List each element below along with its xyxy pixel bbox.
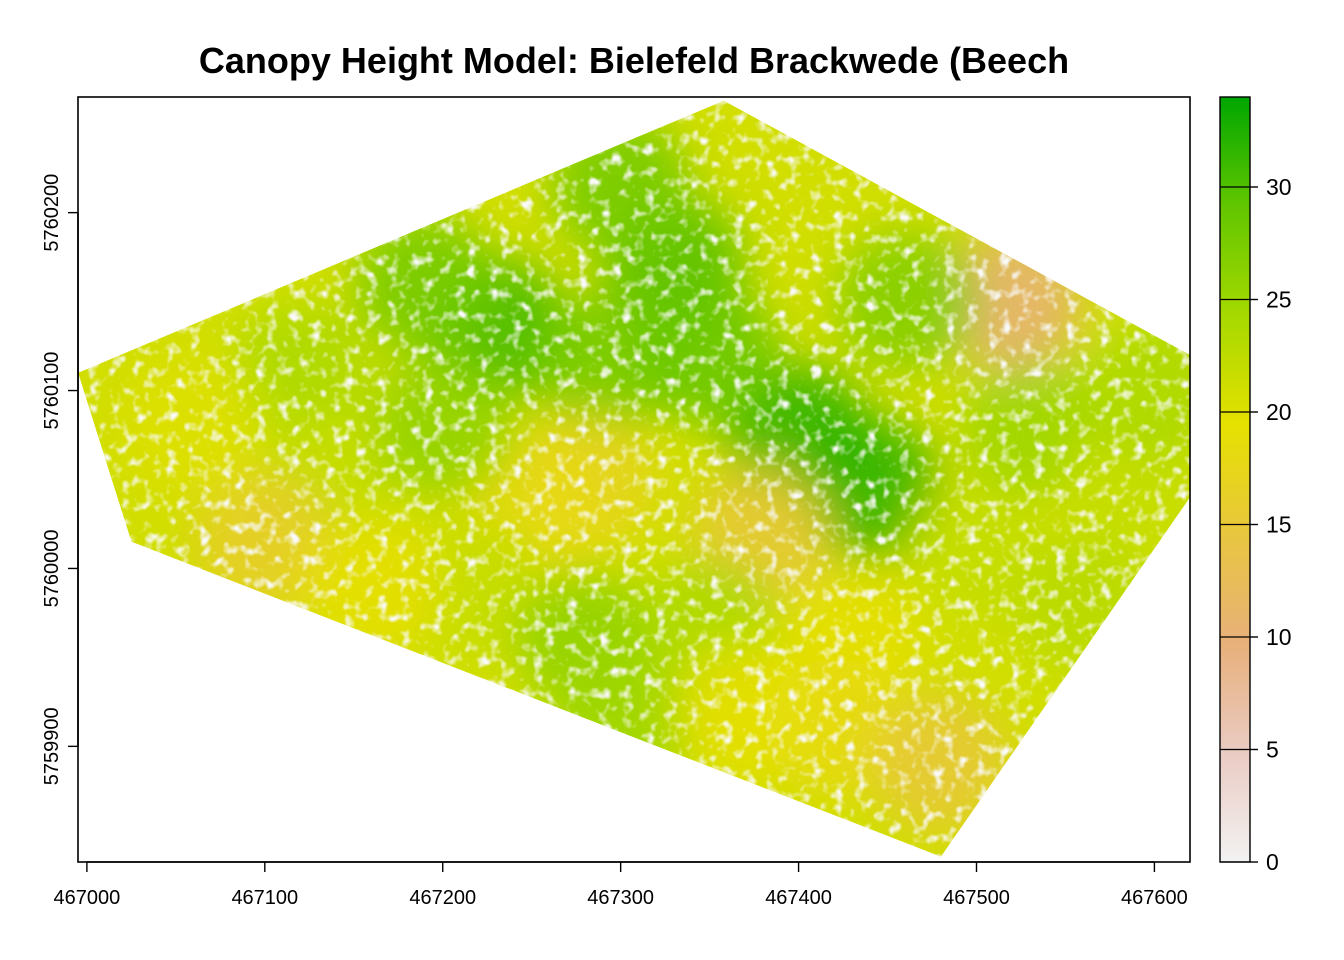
y-tick-label: 5760200: [41, 174, 63, 252]
legend-tick-label: 0: [1266, 849, 1279, 875]
x-tick-label: 467500: [943, 887, 1010, 909]
legend-color-bar: [1219, 96, 1251, 863]
legend-tick-label: 25: [1266, 287, 1292, 313]
y-tick-label: 5760000: [41, 530, 63, 608]
canopy-raster: [78, 100, 1190, 857]
raster-gaps: [78, 100, 1190, 857]
x-tick-label: 467000: [54, 887, 121, 909]
legend-tick-label: 20: [1266, 399, 1292, 425]
y-axis: 5759900 5760000 5760100 5760200: [41, 174, 79, 785]
x-tick-label: 467200: [409, 887, 476, 909]
legend-tick-label: 15: [1266, 512, 1292, 538]
y-tick-label: 5760100: [41, 352, 63, 430]
y-tick-label: 5759900: [41, 707, 63, 785]
legend-tick-label: 5: [1266, 737, 1279, 763]
color-legend: 0 5 10 15 20 25 30: [1219, 96, 1292, 875]
legend-tick-label: 10: [1266, 624, 1292, 650]
map-title: Canopy Height Model: Bielefeld Brackwede…: [198, 40, 1070, 81]
legend-tick-label: 30: [1266, 174, 1292, 200]
x-tick-label: 467600: [1121, 887, 1188, 909]
x-tick-label: 467400: [765, 887, 832, 909]
x-tick-label: 467100: [231, 887, 298, 909]
x-axis: 467000 467100 467200 467300 467400 467500 4676…: [54, 861, 1188, 909]
x-tick-label: 467300: [587, 887, 654, 909]
